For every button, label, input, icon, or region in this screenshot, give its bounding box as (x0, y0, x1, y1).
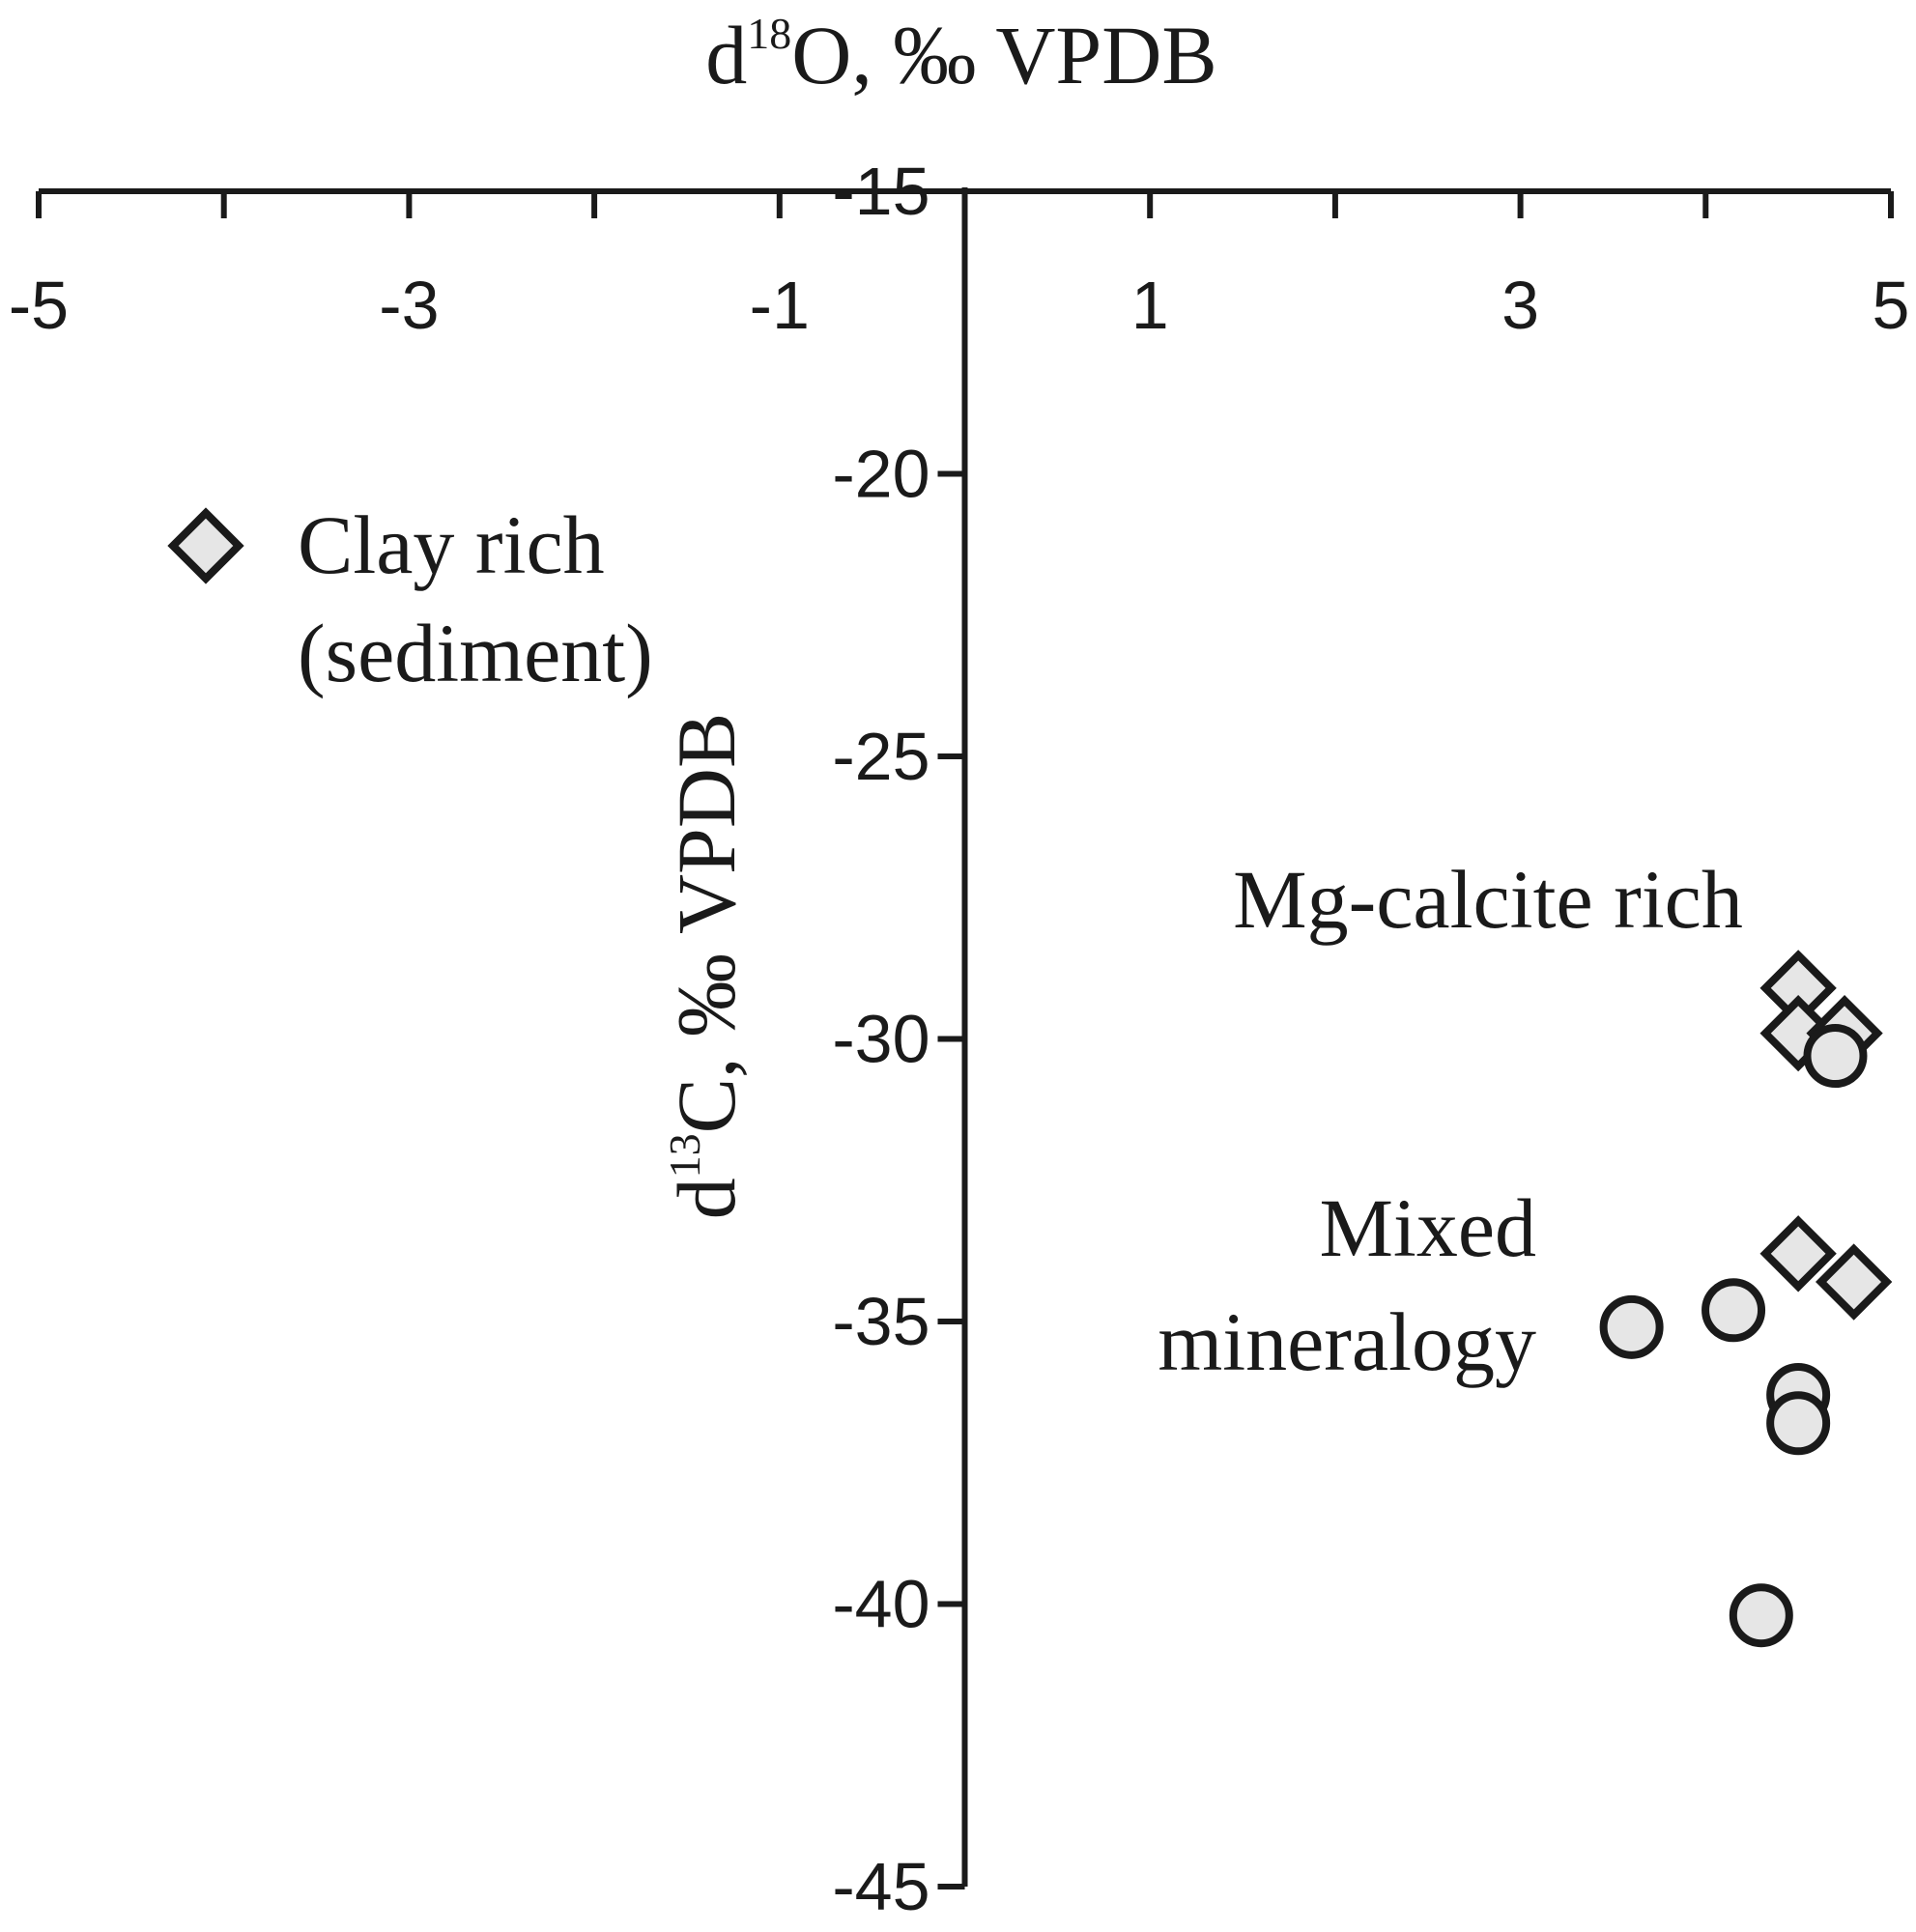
y-axis-title-rest: C, ‰ VPDB (660, 713, 753, 1134)
x-axis-title-superscript: 18 (747, 9, 791, 58)
data-point-circle (1803, 1024, 1868, 1089)
annotation-mixed: mineralogy (1158, 1295, 1536, 1388)
x-tick-label: 3 (1501, 268, 1539, 343)
y-axis-title-prefix: d (660, 1178, 753, 1219)
y-ticks: -15 -20 -25 -30 -35 -40 -45 (832, 154, 965, 1924)
x-axis-title: d18O, ‰ VPDB (705, 9, 1216, 101)
legend-diamond-marker (167, 507, 244, 584)
annotations: Mg-calcite rich Mixed mineralogy (1158, 853, 1743, 1388)
x-tick-label: -5 (9, 268, 69, 343)
legend-label: (sediment) (298, 607, 653, 699)
data-point-diamond (1759, 1215, 1837, 1293)
x-tick-label: -1 (750, 268, 810, 343)
x-tick-label: -3 (379, 268, 439, 343)
y-tick-label: -25 (832, 719, 929, 794)
x-axis-title-prefix: d (705, 9, 747, 101)
x-axis-title-rest: O, ‰ VPDB (791, 9, 1216, 101)
legend: Clay rich (sediment) (167, 498, 653, 699)
data-points (1599, 950, 1893, 1648)
legend-label: Clay rich (298, 498, 605, 591)
y-tick-label: -35 (832, 1284, 929, 1359)
data-point-circle (1599, 1294, 1664, 1359)
y-axis-title: d13C, ‰ VPDB (660, 713, 753, 1220)
x-tick-label: 1 (1131, 268, 1169, 343)
y-tick-label: -30 (832, 1002, 929, 1077)
annotation-mg-calcite: Mg-calcite rich (1233, 853, 1743, 946)
data-point-diamond (1816, 1243, 1893, 1321)
data-point-circle (1766, 1391, 1831, 1456)
y-tick-label: -45 (832, 1849, 929, 1924)
data-point-circle (1729, 1583, 1793, 1648)
y-tick-label: -40 (832, 1567, 929, 1642)
y-tick-label: -20 (832, 437, 929, 512)
y-tick-label: -15 (832, 154, 929, 229)
x-ticks: -5 -3 -1 1 3 5 (9, 191, 1910, 343)
data-point-circle (1702, 1278, 1766, 1343)
y-axis-title-superscript: 13 (660, 1133, 709, 1178)
x-tick-label: 5 (1873, 268, 1910, 343)
annotation-mixed: Mixed (1319, 1181, 1536, 1274)
